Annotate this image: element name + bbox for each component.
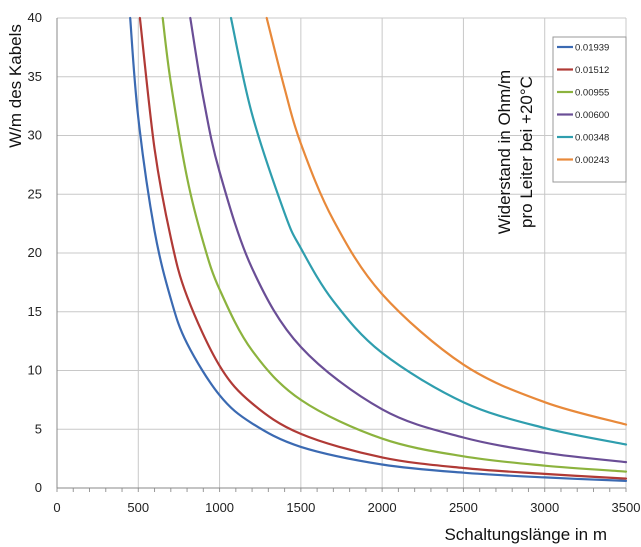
legend-title-line-2: pro Leiter bei +20°C [517, 76, 536, 228]
grid [57, 17, 627, 488]
x-tick-label: 500 [127, 500, 149, 515]
series-line-0.01939 [129, 16, 628, 482]
y-tick-label: 30 [28, 128, 42, 143]
legend-label: 0.01939 [575, 43, 609, 54]
y-tick-label: 40 [28, 10, 42, 25]
series-line-0.01512 [138, 16, 628, 480]
series-line-0.00600 [189, 16, 628, 464]
legend-label: 0.00243 [575, 155, 609, 166]
y-tick-label: 15 [28, 304, 42, 319]
y-tick-label: 10 [28, 363, 42, 378]
x-axis-title: Schaltungslänge in m [444, 525, 607, 544]
series-layer [129, 16, 628, 482]
legend-box [552, 36, 627, 183]
x-tick-label: 1500 [286, 500, 315, 515]
x-tick-label: 1000 [205, 500, 234, 515]
y-axis-title: W/m des Kabels [6, 24, 25, 148]
y-tick-label: 35 [28, 69, 42, 84]
x-tick-label: 3500 [612, 500, 641, 515]
legend-title-line-1: Widerstand in Ohm/m [495, 70, 514, 234]
legend-label: 0.00348 [575, 133, 609, 144]
legend-label: 0.00600 [575, 110, 609, 121]
x-tick-label: 2500 [449, 500, 478, 515]
x-tick-label: 0 [53, 500, 60, 515]
series-line-0.00243 [265, 16, 628, 426]
y-tick-label: 0 [35, 480, 42, 495]
y-tick-label: 5 [35, 421, 42, 436]
series-line-0.00955 [161, 16, 628, 473]
axes: 0 5 10 15 20 25 30 35 40 0 500 1000 1500 2000 2500 3000… [28, 10, 641, 515]
legend: 0.01939 0.01512 0.00955 0.00600 0.00348 0.002… [552, 36, 627, 183]
y-tick-label: 25 [28, 186, 42, 201]
legend-label: 0.01512 [575, 65, 609, 76]
legend-label: 0.00955 [575, 88, 609, 99]
x-tick-label: 3000 [530, 500, 559, 515]
y-tick-label: 20 [28, 245, 42, 260]
x-tick-label: 2000 [368, 500, 397, 515]
series-line-0.00348 [229, 16, 628, 446]
